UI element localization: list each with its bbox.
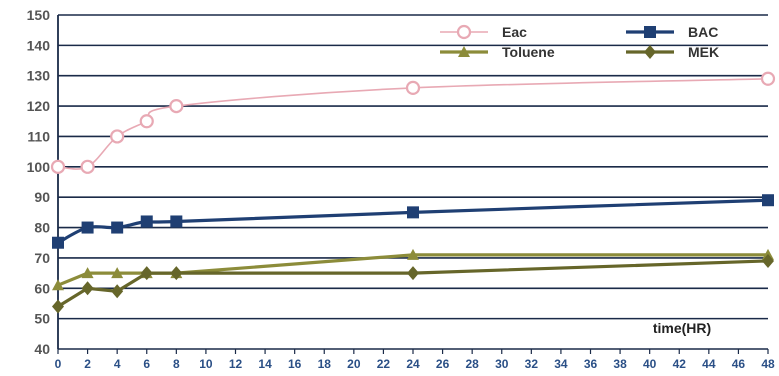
data-point bbox=[405, 80, 421, 95]
data-point bbox=[110, 129, 125, 144]
x-tick-label: 14 bbox=[258, 357, 272, 371]
x-tick-label: 16 bbox=[288, 357, 302, 371]
y-tick-label: 60 bbox=[34, 280, 50, 296]
legend-marker bbox=[458, 46, 470, 57]
legend: Eac BAC Toluene MEK bbox=[440, 24, 719, 60]
x-tick-label: 8 bbox=[173, 357, 180, 371]
x-tick-label: 30 bbox=[495, 357, 509, 371]
x-tick-label: 34 bbox=[554, 357, 568, 371]
data-point bbox=[170, 215, 183, 228]
x-tick-label: 6 bbox=[143, 357, 150, 371]
x-tick-label: 10 bbox=[199, 357, 213, 371]
x-tick-label: 24 bbox=[406, 357, 420, 371]
data-point bbox=[52, 236, 64, 249]
x-tick-label: 40 bbox=[643, 357, 657, 371]
legend-item-bac: BAC bbox=[626, 24, 718, 40]
y-tick-label: 40 bbox=[34, 341, 50, 357]
data-point bbox=[139, 114, 154, 129]
x-tick-label: 4 bbox=[114, 357, 121, 371]
y-tick-label: 150 bbox=[27, 7, 51, 23]
legend-marker bbox=[644, 45, 656, 59]
x-tick-label: 20 bbox=[347, 357, 361, 371]
y-axis-ticks: 40 50 60 70 80 90 100 110 120 130 140 150 bbox=[27, 7, 51, 357]
legend-label: MEK bbox=[688, 44, 719, 60]
axis-labels: time(HR) bbox=[653, 320, 711, 336]
data-point bbox=[111, 267, 124, 279]
x-tick-label: 44 bbox=[702, 357, 716, 371]
series-group bbox=[50, 71, 776, 314]
data-point bbox=[170, 266, 183, 281]
series-bac bbox=[52, 194, 774, 249]
x-tick-label: 18 bbox=[318, 357, 332, 371]
y-tick-label: 50 bbox=[34, 311, 50, 327]
data-point bbox=[762, 253, 774, 268]
data-point bbox=[407, 248, 419, 260]
data-point bbox=[169, 98, 184, 114]
legend-label: Toluene bbox=[502, 44, 555, 60]
grid-lines bbox=[57, 14, 768, 350]
data-point bbox=[111, 284, 124, 299]
legend-label: Eac bbox=[502, 24, 527, 40]
x-tick-label: 22 bbox=[377, 357, 391, 371]
series-mek bbox=[52, 253, 774, 314]
legend-item-toluene: Toluene bbox=[440, 44, 555, 60]
data-point bbox=[50, 159, 66, 174]
series-eac bbox=[50, 71, 776, 174]
x-tick-label: 0 bbox=[55, 357, 62, 371]
x-tick-label: 32 bbox=[525, 357, 539, 371]
x-tick-label: 12 bbox=[229, 357, 243, 371]
x-tick-label: 46 bbox=[732, 357, 746, 371]
x-tick-label: 2 bbox=[84, 357, 91, 371]
legend-marker bbox=[456, 24, 472, 40]
data-point bbox=[140, 266, 153, 281]
y-tick-label: 70 bbox=[34, 250, 50, 266]
legend-item-mek: MEK bbox=[626, 44, 719, 60]
x-tick-label: 38 bbox=[613, 357, 627, 371]
data-point bbox=[80, 159, 95, 174]
data-point bbox=[52, 279, 64, 291]
y-tick-label: 110 bbox=[27, 128, 50, 144]
data-point bbox=[762, 194, 774, 207]
y-tick-label: 130 bbox=[27, 68, 51, 84]
data-point bbox=[407, 266, 419, 281]
y-tick-label: 80 bbox=[34, 220, 50, 236]
data-point bbox=[81, 221, 94, 234]
x-tick-label: 42 bbox=[673, 357, 687, 371]
y-tick-label: 90 bbox=[34, 189, 50, 205]
y-tick-label: 120 bbox=[27, 98, 51, 114]
legend-label: BAC bbox=[688, 24, 718, 40]
x-tick-label: 48 bbox=[761, 357, 775, 371]
x-tick-label: 28 bbox=[465, 357, 479, 371]
y-tick-label: 100 bbox=[27, 159, 51, 175]
x-axis-ticks: 0 2 4 6 8 10 12 14 16 18 20 22 24 26 28 30 32 34 36 38 40 42 4… bbox=[55, 349, 775, 371]
x-tick-label: 36 bbox=[584, 357, 598, 371]
data-point bbox=[81, 281, 94, 296]
data-point bbox=[407, 206, 419, 219]
x-tick-label: 26 bbox=[436, 357, 450, 371]
data-point bbox=[81, 267, 94, 279]
x-axis-label: time(HR) bbox=[653, 320, 711, 336]
y-tick-label: 140 bbox=[27, 37, 51, 53]
data-point bbox=[52, 299, 64, 314]
data-point bbox=[760, 71, 776, 86]
legend-marker bbox=[644, 26, 656, 38]
data-point bbox=[140, 215, 153, 228]
data-point bbox=[111, 221, 124, 234]
legend-item-eac: Eac bbox=[440, 24, 527, 40]
